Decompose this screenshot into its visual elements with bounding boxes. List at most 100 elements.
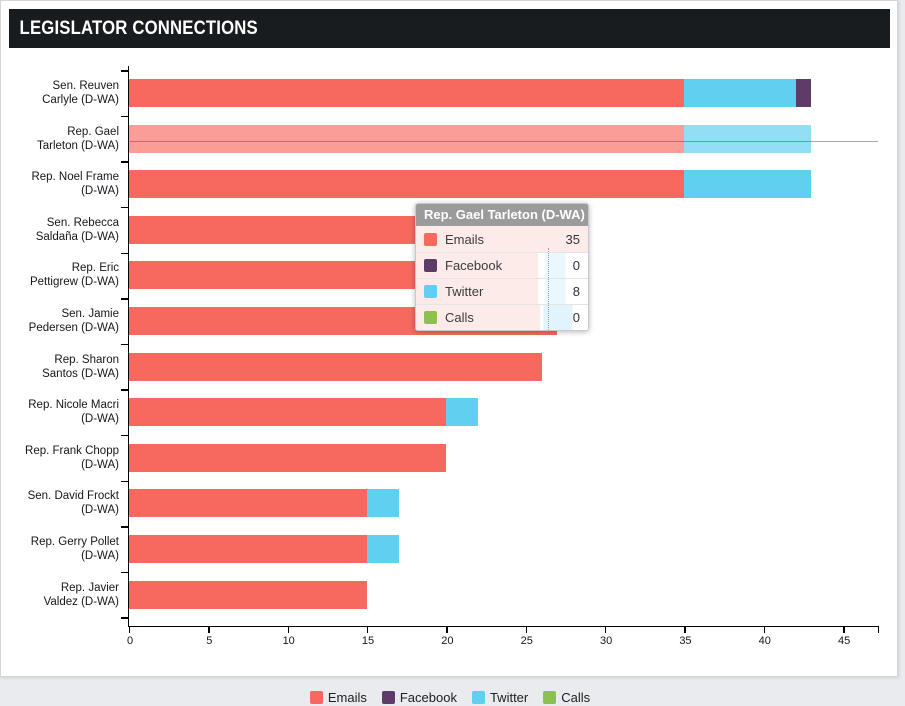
- tooltip-row-label: Calls: [445, 310, 474, 325]
- tooltip-row-twitter: Twitter 8: [416, 278, 588, 304]
- bar-segment-twitter[interactable]: [684, 170, 812, 199]
- y-axis-tick: [121, 298, 128, 300]
- tooltip-row-label: Twitter: [445, 284, 484, 299]
- y-axis-tick: [121, 115, 128, 118]
- y-axis-tick: [121, 617, 128, 619]
- x-tick-label: 0: [126, 635, 134, 647]
- bar-row[interactable]: [129, 443, 878, 472]
- x-axis-tick: [843, 626, 845, 633]
- x-axis-end-tick: [878, 626, 880, 633]
- x-axis-tick: [605, 626, 607, 633]
- tooltip-row-emails: Emails 35: [416, 226, 588, 252]
- facebook-swatch-icon: [424, 259, 437, 272]
- y-axis-tick: [121, 252, 128, 254]
- x-axis-tick: [367, 626, 369, 633]
- x-tick-label: 15: [361, 635, 375, 647]
- bar-segment-twitter[interactable]: [367, 489, 399, 518]
- bar-segment-emails[interactable]: [129, 352, 542, 381]
- legend-item-twitter[interactable]: Twitter: [471, 689, 529, 705]
- x-tick-label: 20: [441, 635, 454, 647]
- legend-label: Facebook: [399, 689, 457, 705]
- bar-segment-emails[interactable]: [129, 79, 685, 107]
- emails-legend-swatch-icon: [309, 690, 323, 704]
- y-axis-label: Sen. Jamie Pedersen (D-WA): [28, 308, 119, 334]
- tooltip-row-label: Emails: [445, 231, 485, 247]
- y-axis-label: Sen. Rebecca Saldaña (D-WA): [35, 216, 119, 243]
- x-axis-tick: [129, 626, 131, 633]
- legend-item-calls[interactable]: Calls: [543, 690, 590, 705]
- y-axis-tick: [121, 161, 128, 163]
- bar-segment-emails[interactable]: [129, 398, 447, 427]
- x-tick-label: 5: [206, 635, 213, 647]
- legend-label: Calls: [561, 689, 591, 705]
- y-axis-label: Rep. Javier Valdez (D-WA): [43, 581, 119, 608]
- bar-segment-facebook[interactable]: [795, 79, 812, 107]
- bar-segment-emails[interactable]: [129, 535, 368, 563]
- tooltip-divider: [548, 248, 549, 330]
- y-axis-line: [128, 66, 130, 626]
- y-axis-tick: [121, 207, 128, 209]
- x-tick-label: 35: [679, 635, 692, 647]
- y-axis-label: Rep. Nicole Macri (D-WA): [28, 399, 119, 426]
- bar-row[interactable]: [129, 398, 878, 427]
- bar-row[interactable]: [129, 170, 878, 199]
- x-axis-tick: [208, 626, 210, 633]
- bar-segment-emails[interactable]: [129, 124, 685, 153]
- tooltip-body: Emails 35 Facebook 0 Twitter 8 Calls 0: [416, 226, 588, 330]
- y-axis-label: Rep. Frank Chopp (D-WA): [25, 444, 119, 471]
- bar-segment-twitter[interactable]: [446, 398, 479, 427]
- bar-segment-emails[interactable]: [129, 443, 447, 472]
- bar-row[interactable]: [129, 535, 878, 563]
- bar-row[interactable]: [129, 580, 878, 609]
- x-axis-tick: [287, 626, 290, 633]
- bar-segment-emails[interactable]: [129, 170, 685, 199]
- bar-segment-twitter[interactable]: [367, 535, 399, 563]
- y-axis-tick: [121, 70, 128, 72]
- y-axis-label: Rep. Noel Frame (D-WA): [31, 171, 119, 198]
- tooltip-row-facebook: Facebook 0: [416, 252, 588, 278]
- x-tick-label: 10: [282, 635, 295, 647]
- x-axis-tick: [763, 626, 766, 633]
- header-bar: LEGISLATOR CONNECTIONS: [9, 9, 890, 48]
- tooltip-row-value: 0: [572, 310, 580, 325]
- tooltip-row-calls: Calls 0: [416, 304, 588, 330]
- y-axis-tick: [121, 343, 128, 346]
- twitter-legend-swatch-icon: [471, 690, 485, 704]
- bar-segment-emails[interactable]: [129, 580, 368, 609]
- legend-item-emails[interactable]: Emails: [309, 689, 367, 705]
- bar-segment-twitter[interactable]: [684, 79, 796, 107]
- y-axis-label: Rep. Gerry Pollet (D-WA): [30, 536, 119, 562]
- page-title: LEGISLATOR CONNECTIONS: [19, 18, 258, 39]
- legend-label: Emails: [327, 689, 367, 705]
- hover-crosshair-line: [129, 140, 878, 142]
- bar-segment-twitter[interactable]: [684, 124, 812, 153]
- y-axis-label: Sen. Reuven Carlyle (D-WA): [42, 80, 119, 106]
- y-axis-tick: [121, 571, 128, 574]
- x-tick-label: 30: [599, 635, 613, 647]
- tooltip: Rep. Gael Tarleton (D-WA) Emails 35 Face…: [415, 203, 589, 331]
- chart-legend: Emails Facebook Twitter Calls: [1, 688, 899, 706]
- x-axis-line: [128, 626, 878, 628]
- x-axis-tick: [525, 626, 528, 633]
- legend-item-facebook[interactable]: Facebook: [381, 689, 457, 705]
- bar-row[interactable]: [129, 489, 878, 518]
- y-axis-label: Sen. David Frockt (D-WA): [27, 490, 119, 517]
- bar-row[interactable]: [129, 124, 878, 153]
- x-axis-tick: [684, 626, 686, 633]
- emails-swatch-icon: [424, 232, 437, 246]
- tooltip-title: Rep. Gael Tarleton (D-WA): [416, 204, 588, 226]
- tooltip-row-label: Facebook: [445, 258, 503, 273]
- y-axis-label: Rep. Sharon Santos (D-WA): [42, 353, 119, 380]
- y-axis-label: Rep. Eric Pettigrew (D-WA): [29, 262, 119, 289]
- bar-segment-emails[interactable]: [129, 489, 368, 518]
- calls-swatch-icon: [424, 311, 437, 324]
- bar-row[interactable]: [129, 352, 878, 381]
- chart-canvas: Rep. Gael Tarleton (D-WA) Emails 35 Face…: [1, 48, 899, 705]
- x-tick-label: 25: [520, 635, 533, 647]
- facebook-legend-swatch-icon: [381, 690, 395, 704]
- calls-legend-swatch-icon: [543, 690, 557, 704]
- tooltip-row-value: 8: [572, 284, 580, 299]
- x-tick-label: 45: [838, 635, 851, 647]
- legend-label: Twitter: [489, 689, 529, 705]
- bar-row[interactable]: [129, 79, 878, 107]
